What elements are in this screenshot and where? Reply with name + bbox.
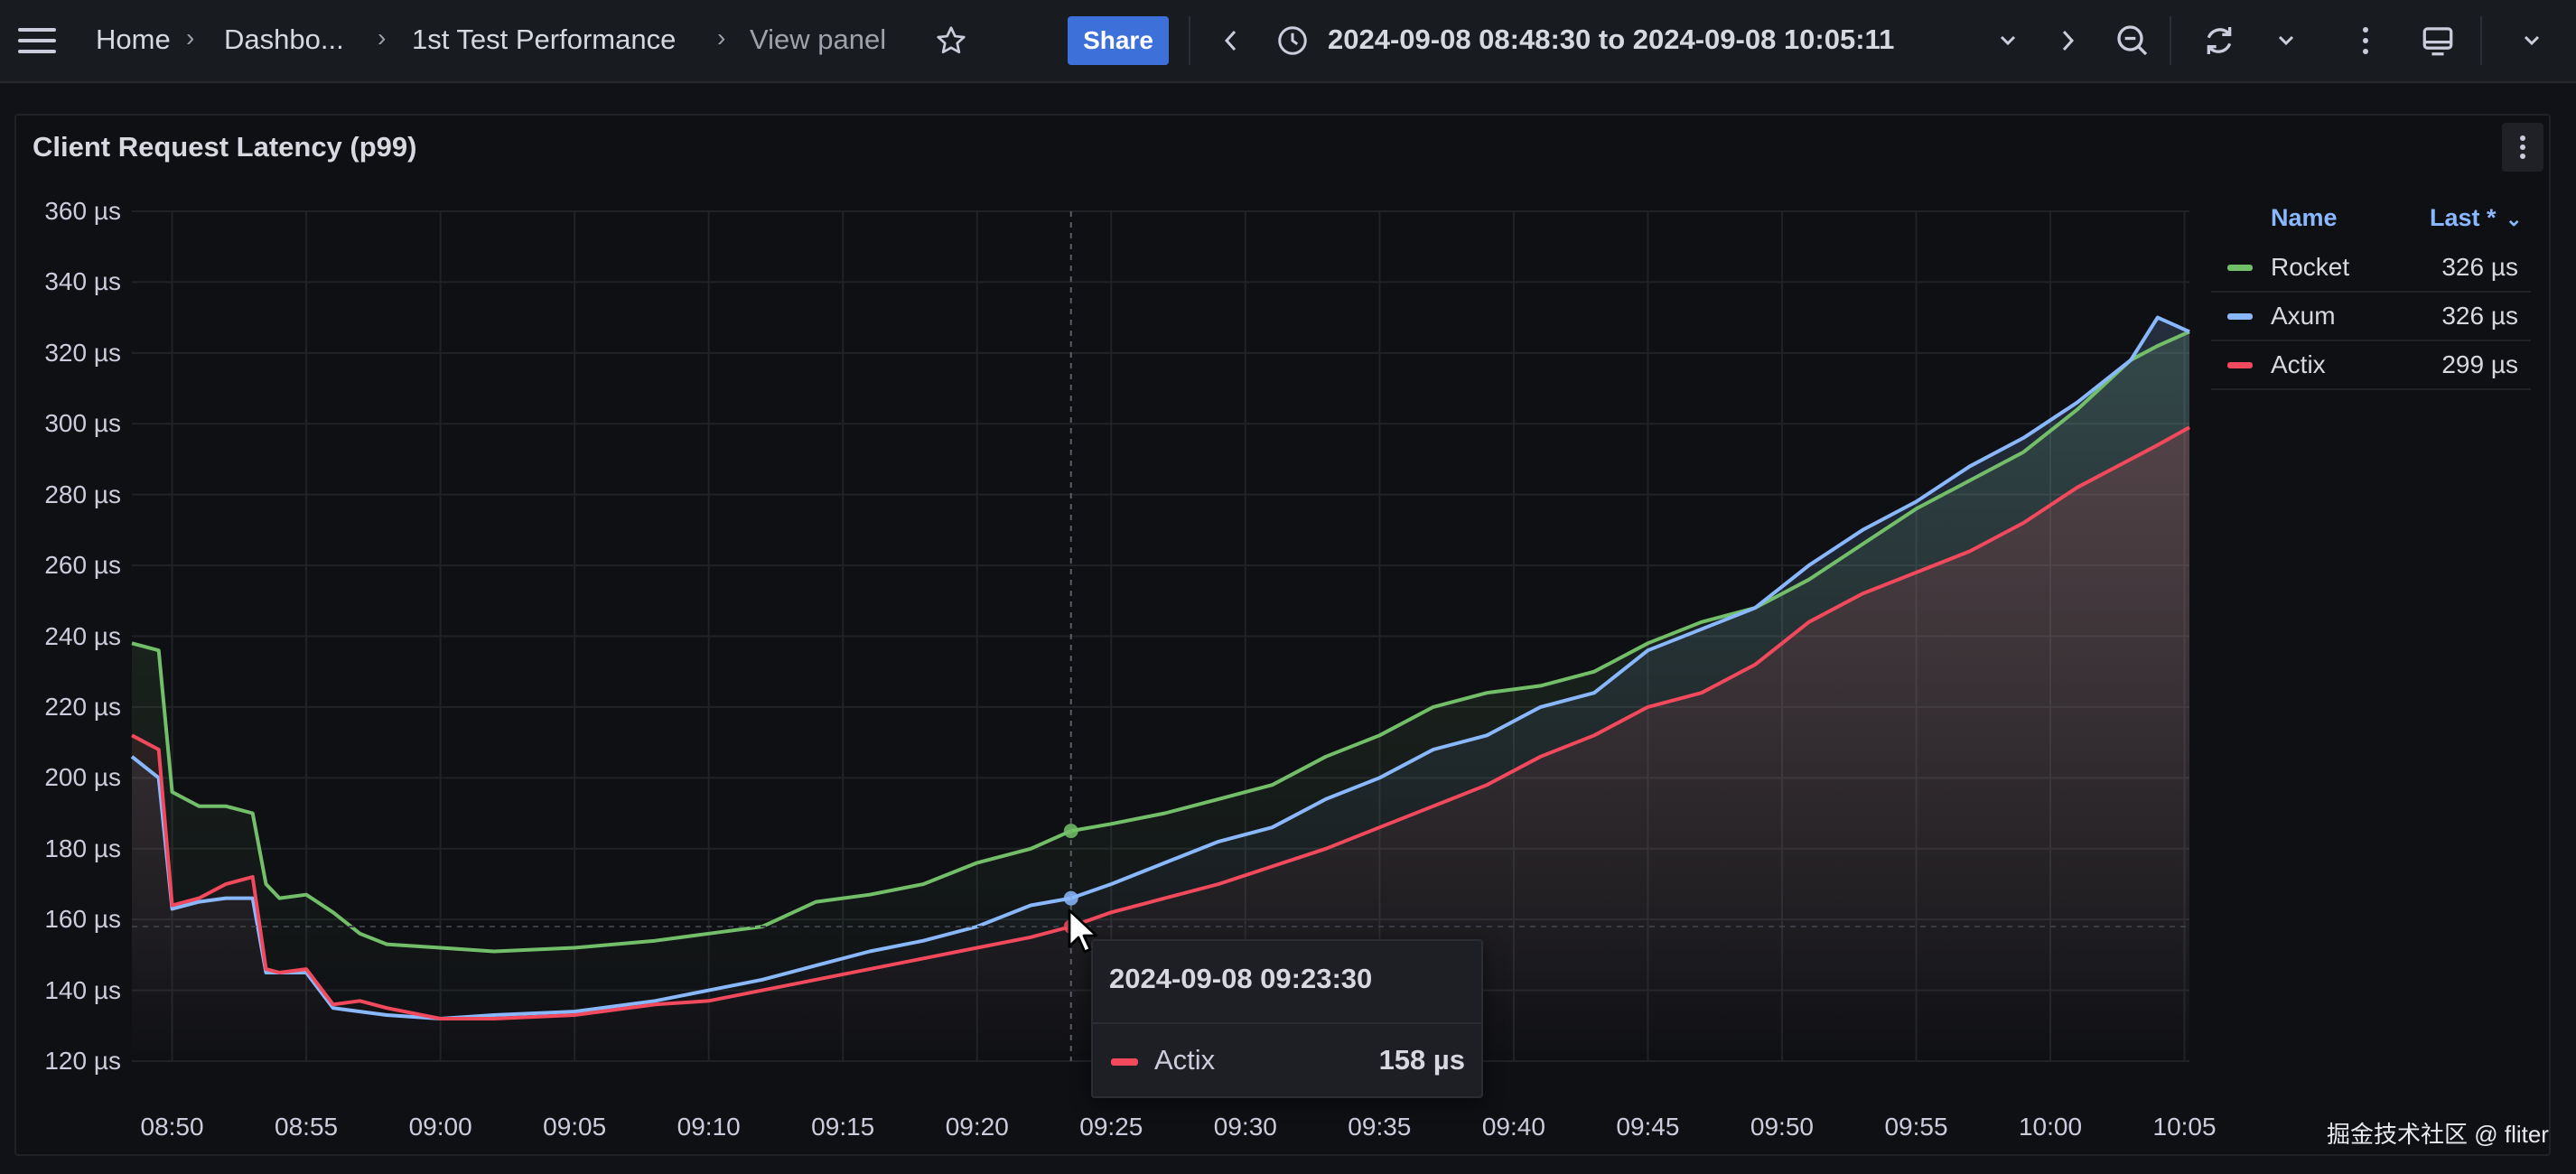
chevron-right-icon: › (717, 23, 726, 51)
divider (1189, 16, 1190, 65)
chevron-down-icon[interactable] (2507, 16, 2556, 65)
breadcrumb-current: View panel (750, 23, 887, 55)
legend-header-last[interactable]: Last * (2430, 204, 2497, 231)
y-tick-label: 220 µs (44, 692, 121, 721)
y-tick-label: 180 µs (44, 834, 121, 862)
chevron-left-icon[interactable] (1207, 16, 1255, 65)
x-tick-label: 10:00 (2018, 1113, 2083, 1141)
legend-value: 326 µs (2441, 302, 2518, 330)
tv-icon[interactable] (2413, 16, 2462, 65)
y-tick-label: 280 µs (44, 480, 121, 508)
y-tick-label: 260 µs (44, 551, 121, 580)
x-tick-label: 09:50 (1750, 1113, 1814, 1141)
zoom-out-icon[interactable] (2108, 16, 2157, 65)
chevron-right-icon[interactable] (2043, 16, 2092, 65)
y-tick-label: 200 µs (44, 763, 121, 792)
chevron-down-icon[interactable]: ⌄ (2506, 208, 2523, 230)
refresh-icon[interactable] (2195, 16, 2244, 65)
legend-value: 326 µs (2441, 253, 2518, 281)
legend-name: Rocket (2271, 253, 2350, 281)
breadcrumb-home[interactable]: Home (96, 23, 171, 55)
legend-swatch (2227, 313, 2253, 320)
tooltip-value: 158 µs (1378, 1044, 1465, 1076)
share-button[interactable]: Share (1068, 16, 1169, 65)
x-tick-label: 09:05 (543, 1113, 607, 1141)
breadcrumb-dashboard[interactable]: 1st Test Performance (412, 23, 677, 55)
mouse-cursor-icon (1068, 908, 1098, 954)
y-tick-label: 240 µs (44, 621, 121, 650)
chart-tooltip: 2024-09-08 09:23:30 Actix 158 µs (1091, 939, 1483, 1098)
chevron-down-icon[interactable] (2262, 16, 2310, 65)
x-tick-label: 08:50 (140, 1113, 204, 1141)
star-icon[interactable] (927, 16, 975, 65)
clock-icon (1268, 16, 1317, 65)
breadcrumb-dashboards[interactable]: Dashbo... (224, 23, 344, 55)
y-tick-label: 120 µs (44, 1047, 121, 1075)
y-tick-label: 340 µs (44, 267, 121, 296)
x-tick-label: 09:55 (1884, 1113, 1948, 1141)
y-tick-label: 320 µs (44, 338, 121, 367)
x-tick-label: 09:10 (677, 1113, 741, 1141)
tooltip-swatch (1111, 1058, 1138, 1066)
tooltip-series: Actix (1154, 1044, 1216, 1076)
legend-item-axum[interactable]: Axum 326 µs (2211, 293, 2531, 341)
top-navbar (0, 0, 2576, 83)
x-tick-label: 09:35 (1348, 1113, 1412, 1141)
kebab-icon (2520, 135, 2525, 159)
time-range-picker[interactable]: 2024-09-08 08:48:30 to 2024-09-08 10:05:… (1328, 23, 1895, 55)
x-tick-label: 09:00 (408, 1113, 472, 1141)
divider (2170, 16, 2171, 65)
x-tick-label: 09:30 (1213, 1113, 1277, 1141)
divider (2480, 16, 2482, 65)
x-tick-label: 08:55 (275, 1113, 339, 1141)
chevron-down-icon[interactable] (1983, 16, 2032, 65)
y-tick-label: 160 µs (44, 905, 121, 934)
legend-swatch (2227, 265, 2253, 271)
legend-name: Actix (2271, 350, 2326, 378)
panel-menu-button[interactable] (2502, 123, 2543, 172)
legend-value: 299 µs (2441, 350, 2518, 378)
chevron-right-icon: › (186, 23, 195, 51)
legend-item-actix[interactable]: Actix 299 µs (2211, 341, 2531, 390)
y-tick-label: 360 µs (44, 197, 121, 225)
x-tick-label: 09:15 (811, 1113, 875, 1141)
tooltip-time: 2024-09-08 09:23:30 (1109, 963, 1373, 994)
x-tick-label: 09:25 (1079, 1113, 1143, 1141)
legend-header-name[interactable]: Name (2271, 204, 2338, 231)
legend-name: Axum (2271, 302, 2336, 330)
y-tick-label: 140 µs (44, 975, 121, 1004)
kebab-icon[interactable] (2341, 16, 2390, 65)
x-tick-label: 10:05 (2152, 1113, 2217, 1141)
panel-title: Client Request Latency (p99) (33, 131, 417, 163)
legend-swatch (2227, 362, 2253, 368)
watermark: 掘金技术社区 @ fliter (2327, 1121, 2549, 1148)
legend-item-rocket[interactable]: Rocket 326 µs (2211, 244, 2531, 293)
x-tick-label: 09:40 (1481, 1113, 1545, 1141)
divider (1093, 1022, 1481, 1024)
x-tick-label: 09:45 (1616, 1113, 1680, 1141)
chevron-right-icon: › (378, 23, 387, 51)
x-tick-label: 09:20 (945, 1113, 1009, 1141)
y-tick-label: 300 µs (44, 409, 121, 438)
menu-icon[interactable] (13, 16, 61, 65)
